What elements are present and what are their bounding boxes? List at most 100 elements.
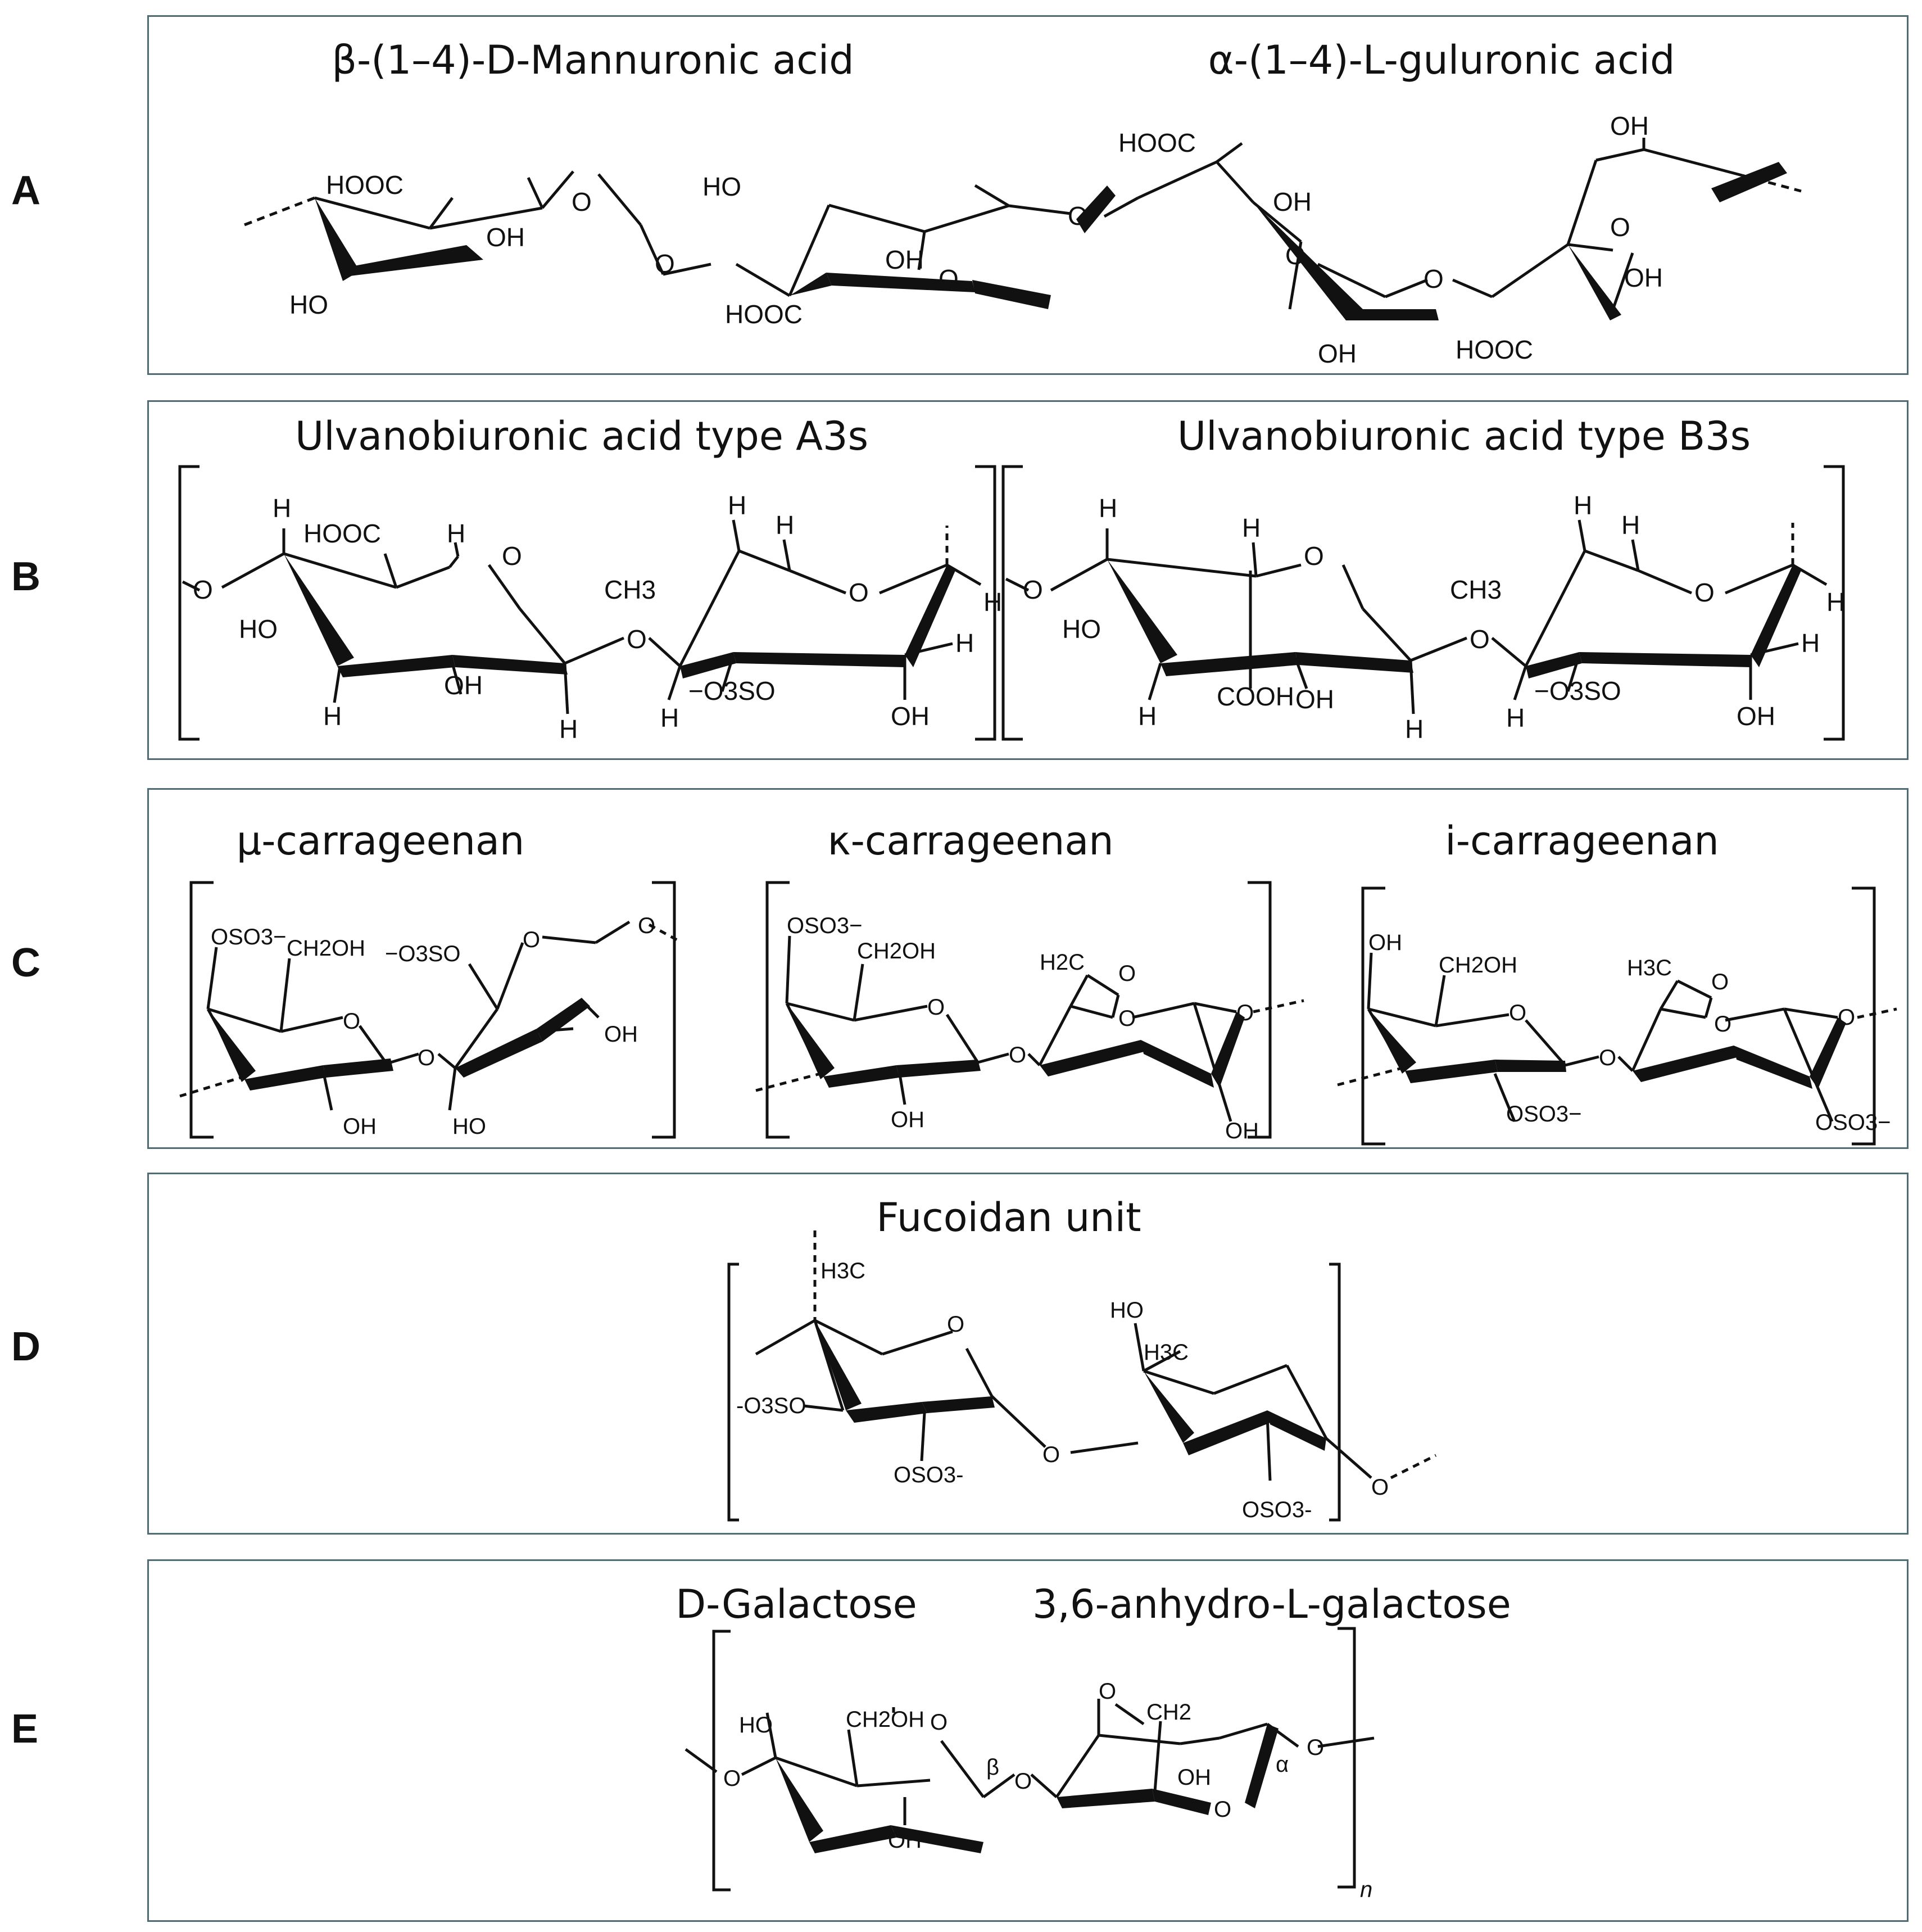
carrageenan-structure: OSO3− CH2OH −O3SO O O O OH OH HO O OSO3−…: [179, 881, 1897, 1146]
panel-d-letter: D: [11, 1324, 40, 1369]
alginate-label: OH: [1624, 263, 1663, 292]
alginate-label: HO: [702, 172, 741, 201]
agar-label: OH: [1177, 1765, 1211, 1790]
carrageenan-label: OSO3−: [787, 913, 863, 938]
fucoidan-label: OSO3-: [894, 1463, 963, 1487]
ulvan-label: OH: [1737, 702, 1775, 731]
carrageenan-label: CH2OH: [287, 936, 365, 961]
ulvan-label: −O3SO: [1534, 676, 1621, 705]
ulvan-label: O: [193, 575, 213, 604]
carrageenan-label: H3C: [1627, 956, 1672, 980]
panel-e-letter: E: [11, 1707, 39, 1752]
agar-structure: HO CH2OH O O β OH O O CH2 OH O α O n: [685, 1627, 1375, 1902]
ulvan-label: HOOC: [303, 519, 381, 548]
alginate-label: OH: [1318, 339, 1357, 368]
alginate-label: O: [1424, 264, 1444, 293]
panel-d: Fucoidan unit: [147, 1173, 1909, 1535]
ulvan-label: H: [1099, 494, 1117, 523]
panel-c: μ-carrageenan κ-carrageenan i-carrageena…: [147, 788, 1909, 1149]
ulvan-label: H: [983, 587, 1002, 617]
carrageenan-label: O: [343, 1009, 360, 1034]
alginate-label: O: [572, 187, 592, 216]
ulvan-label: CH3: [1450, 575, 1502, 604]
ulvan-label: H: [1621, 510, 1640, 540]
agar-label: OH: [888, 1828, 922, 1853]
ulvan-label: COOH: [1217, 682, 1294, 711]
alginate-label: OH: [885, 245, 924, 274]
ulvan-label: H: [273, 494, 291, 523]
guluronic-title: α-(1–4)-L-guluronic acid: [1208, 37, 1675, 83]
ulvan-label: H: [559, 714, 578, 744]
carrageenan-label: CH2OH: [1439, 953, 1517, 978]
ulvan-label: O: [849, 578, 869, 607]
ulvan-label: H: [447, 519, 465, 548]
alginate-label: O: [1068, 201, 1088, 230]
mu-carrageenan-title: μ-carrageenan: [236, 818, 525, 864]
carrageenan-label: HO: [452, 1114, 486, 1139]
ulvan-label: OH: [1295, 685, 1334, 714]
fucoidan-title: Fucoidan unit: [876, 1195, 1141, 1241]
carrageenan-label: O: [638, 913, 655, 938]
ulvan-b3s-title: Ulvanobiuronic acid type B3s: [1177, 413, 1751, 459]
fucoidan-structure: H3C O -O3SO OSO3- O HO H3C OSO3- O: [727, 1230, 1437, 1522]
ulvan-label: OH: [444, 671, 483, 700]
ulvan-label: O: [502, 541, 522, 571]
ulvan-label: −O3SO: [688, 676, 776, 705]
alginate-label: OH: [1273, 187, 1312, 216]
alginate-label: HOOC: [1456, 335, 1533, 364]
anhydrogalactose-title: 3,6-anhydro-L-galactose: [1032, 1581, 1511, 1627]
alginate-label: O: [655, 249, 675, 278]
panel-b-letter: B: [11, 554, 40, 599]
carrageenan-label: O: [927, 995, 945, 1020]
ulvan-label: H: [776, 510, 794, 540]
ulvan-label: OH: [891, 702, 930, 731]
panel-a-letter: A: [11, 168, 40, 213]
carrageenan-brackets: [189, 881, 1876, 1146]
agar-label: O: [723, 1766, 741, 1791]
fucoidan-bonds: [755, 1230, 1437, 1481]
alginate-structure: HOOC O OH HO O HO OH O HOOC O HOOC OH O …: [244, 111, 1802, 368]
panel-b: Ulvanobiuronic acid type A3s Ulvanobiuro…: [147, 400, 1909, 760]
carrageenan-label: O: [418, 1046, 435, 1070]
fucoidan-label: HO: [1110, 1298, 1144, 1323]
mannuronic-title: β-(1–4)-D-Mannuronic acid: [332, 37, 854, 83]
agar-label: O: [1214, 1797, 1231, 1822]
carrageenan-label: O: [1509, 1001, 1526, 1025]
carrageenan-label: O: [1236, 1001, 1254, 1025]
ulvan-label: H: [955, 628, 974, 658]
carrageenan-label: H2C: [1040, 950, 1085, 975]
carrageenan-label: OSO3−: [1506, 1102, 1582, 1126]
agar-label: β: [986, 1755, 999, 1780]
galactose-title: D-Galactose: [676, 1581, 917, 1627]
alginate-label: O: [1285, 241, 1305, 270]
alginate-label: HOOC: [326, 170, 404, 200]
agar-bonds: [685, 1699, 1375, 1825]
carrageenan-label: O: [1118, 1006, 1136, 1031]
carrageenan-label: O: [1009, 1043, 1026, 1067]
ulvan-a3s-title: Ulvanobiuronic acid type A3s: [294, 413, 869, 459]
carrageenan-label: CH2OH: [857, 939, 936, 963]
alginate-wedges: [315, 162, 1787, 320]
carrageenan-wedges: [208, 998, 1846, 1091]
agar-wedges: [776, 1724, 1279, 1853]
ulvan-label: H: [1506, 703, 1525, 732]
fucoidan-label: OSO3-: [1242, 1497, 1312, 1522]
ulvan-label: H: [660, 703, 679, 732]
ulvan-brackets: [178, 465, 1845, 741]
ulvan-label: H: [1826, 587, 1845, 617]
alginate-bonds: [244, 138, 1802, 318]
alginate-label: O: [939, 264, 959, 293]
ulvan-label: CH3: [604, 575, 656, 604]
carrageenan-label: O: [523, 927, 540, 952]
panel-a: β-(1–4)-D-Mannuronic acid α-(1–4)-L-gulu…: [147, 15, 1909, 375]
carrageenan-label: OH: [891, 1107, 924, 1132]
ulvan-wedges: [284, 554, 1801, 678]
agar-label: CH2: [1146, 1700, 1191, 1725]
ulvan-label: H: [1138, 702, 1157, 731]
carrageenan-label: O: [1711, 970, 1729, 994]
ulvan-label: O: [1470, 625, 1490, 654]
carrageenan-label: O: [1714, 1012, 1731, 1037]
ulvan-label: O: [1694, 578, 1715, 607]
agar-label: O: [930, 1710, 948, 1735]
panel-e: D-Galactose 3,6-anhydro-L-galactose: [147, 1559, 1909, 1922]
